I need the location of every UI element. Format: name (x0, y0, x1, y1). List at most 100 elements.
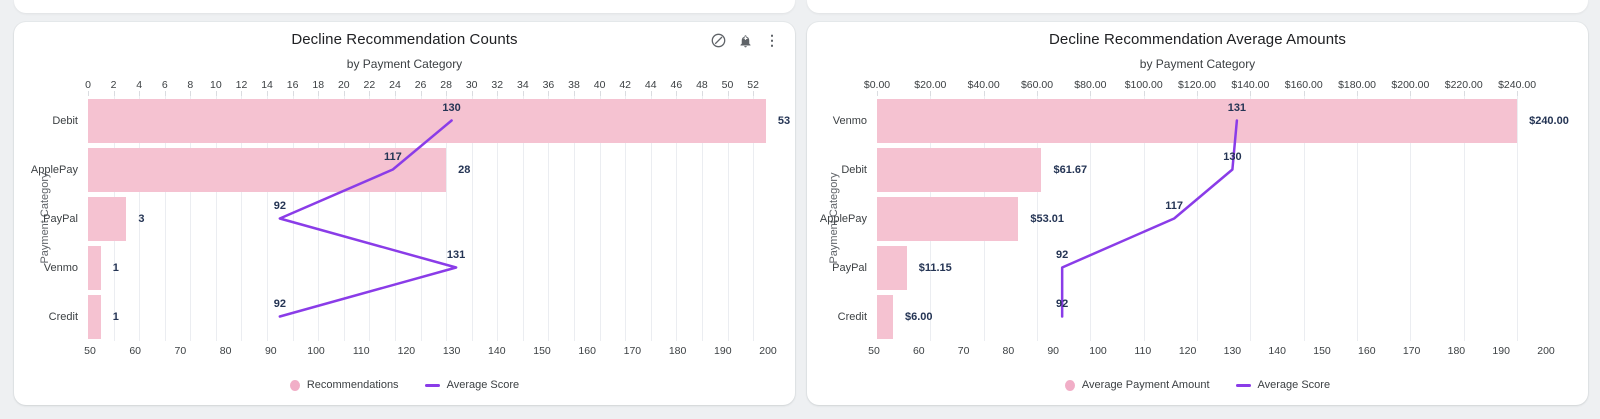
top-axis-tick-label: 52 (747, 79, 759, 91)
bottom-axis-tick-label: 90 (1047, 345, 1060, 357)
line-series-swatch-icon (424, 383, 440, 387)
bar (877, 196, 1019, 241)
axis-tick-mark (1037, 91, 1039, 96)
axis-tick-mark (88, 91, 89, 96)
axis-tick-mark (877, 91, 878, 96)
category-label: Credit (48, 310, 78, 323)
top-axis-tick-label: $80.00 (1074, 79, 1107, 91)
bar (88, 98, 766, 143)
grid-line (701, 96, 703, 341)
top-axis-tick-label: $0.00 (863, 79, 891, 91)
chart-toolbar: ⋮ (709, 31, 781, 49)
edit-chart-icon[interactable] (709, 31, 727, 49)
axis-tick-mark (1410, 91, 1412, 96)
bottom-axis-tick-label: 150 (533, 345, 551, 357)
chart-title: Decline Recommendation Average Amounts (1048, 31, 1347, 48)
bottom-axis-tick-label: 60 (912, 345, 925, 357)
top-axis-tick-label: 24 (389, 79, 401, 91)
top-axis-tick-label: 6 (161, 79, 168, 91)
plot-area-counts[interactable]: 0 2 4 6 8 10 12 14 16 18 20 22 24 26 28 30 32 34 36 38 40 42 4… (14, 22, 795, 405)
top-axis-tick-label: 30 (465, 79, 478, 91)
axis-tick-mark (727, 91, 729, 96)
axis-tick-mark (241, 91, 243, 96)
grid-line (139, 96, 141, 341)
grid-line (164, 96, 166, 341)
bottom-axis-tick-label: 120 (397, 345, 416, 357)
chart-subtitle: by Payment Category (346, 57, 463, 71)
axis-tick-mark (650, 91, 652, 96)
top-axis-tick-label: $20.00 (914, 79, 947, 91)
chart-title: Decline Recommendation Counts (291, 31, 518, 48)
chart-card-average-amounts: Decline Recommendation Average Amounts b… (807, 22, 1588, 405)
bottom-axis-tick-label: 180 (668, 345, 687, 357)
grid-line (548, 96, 550, 341)
bottom-axis-tick-label: 80 (1002, 345, 1015, 357)
grid-line (1250, 96, 1252, 341)
axis-tick-mark (676, 91, 678, 96)
legend-item-average-score[interactable]: Average Score (424, 379, 519, 391)
plot-area-average-amounts[interactable]: $0.00 $20.00 $40.00 $60.00 $80.00 $100.00 $120… (807, 22, 1588, 405)
grid-line (599, 96, 601, 341)
axis-tick-mark (471, 91, 473, 96)
category-label: ApplePay (30, 163, 78, 176)
bottom-axis-tick-label: 200 (1537, 345, 1555, 357)
axis-tick-mark (574, 91, 576, 96)
add-alert-icon[interactable] (736, 31, 754, 49)
top-axis-tick-label: 42 (619, 79, 632, 91)
category-label: ApplePay (819, 212, 867, 225)
bar (877, 98, 1518, 143)
axis-tick-mark (369, 91, 371, 96)
bottom-axis-tick-label: 70 (174, 345, 187, 357)
bar (877, 147, 1042, 192)
score-point-label: 131 (1227, 101, 1247, 114)
top-axis-tick-label: $160.00 (1284, 79, 1323, 91)
top-axis-tick-label: 22 (363, 79, 376, 91)
bottom-axis-tick-label: 50 (868, 345, 880, 357)
legend-item-average-score[interactable]: Average Score (1235, 379, 1330, 391)
top-axis-tick-label: $120.00 (1178, 79, 1217, 91)
score-point-label: 117 (1165, 199, 1184, 212)
bar (88, 196, 127, 241)
bar-value-label: $240.00 (1529, 114, 1569, 127)
bottom-axis-tick-label: 70 (957, 345, 970, 357)
axis-tick-mark (548, 91, 550, 96)
top-axis-tick-label: 48 (696, 79, 708, 91)
bottom-axis-tick-label: 130 (442, 345, 461, 357)
bar-value-label: $11.15 (918, 261, 952, 274)
axis-tick-mark (522, 91, 524, 96)
grid-line (753, 96, 755, 341)
category-label: Venmo (832, 114, 867, 127)
top-axis-tick-label: 10 (210, 79, 222, 91)
legend-item-average-payment-amount[interactable]: Average Payment Amount (1064, 379, 1210, 391)
bottom-axis-tick-label: 190 (1492, 345, 1510, 357)
bottom-axis-tick-label: 50 (84, 345, 96, 357)
category-label: PayPal (832, 261, 867, 274)
score-point-label: 92 (273, 199, 286, 212)
legend-item-recommendations[interactable]: Recommendations (289, 379, 399, 391)
bottom-axis-tick-label: 110 (352, 345, 370, 357)
top-axis-tick-label: $140.00 (1231, 79, 1270, 91)
top-axis-tick-label: $200.00 (1391, 79, 1430, 91)
bottom-axis-tick-label: 190 (714, 345, 732, 357)
more-options-icon[interactable]: ⋮ (765, 32, 779, 48)
grid-line (1517, 96, 1519, 341)
bar-value-label: 3 (138, 212, 145, 225)
bottom-axis-tick-label: 100 (1089, 345, 1107, 357)
bottom-axis-tick-label: 110 (1134, 345, 1152, 357)
bar (877, 294, 893, 339)
bar-value-label: 28 (458, 163, 471, 176)
bottom-axis-tick-label: 140 (1268, 345, 1286, 357)
legend-label: Average Payment Amount (1081, 379, 1210, 391)
category-label: Debit (52, 114, 78, 127)
axis-tick-mark (983, 91, 985, 96)
axis-tick-mark (190, 91, 192, 96)
score-point-label: 117 (383, 150, 402, 163)
score-point-label: 92 (273, 297, 286, 310)
bottom-axis-tick-label: 170 (623, 345, 642, 357)
top-axis-tick-label: 18 (312, 79, 325, 91)
axis-tick-mark (599, 91, 601, 96)
card-above-right-remnant (807, 0, 1588, 13)
axis-tick-mark (930, 91, 932, 96)
score-point-label: 131 (446, 248, 466, 261)
top-axis-tick-label: 34 (517, 79, 529, 91)
